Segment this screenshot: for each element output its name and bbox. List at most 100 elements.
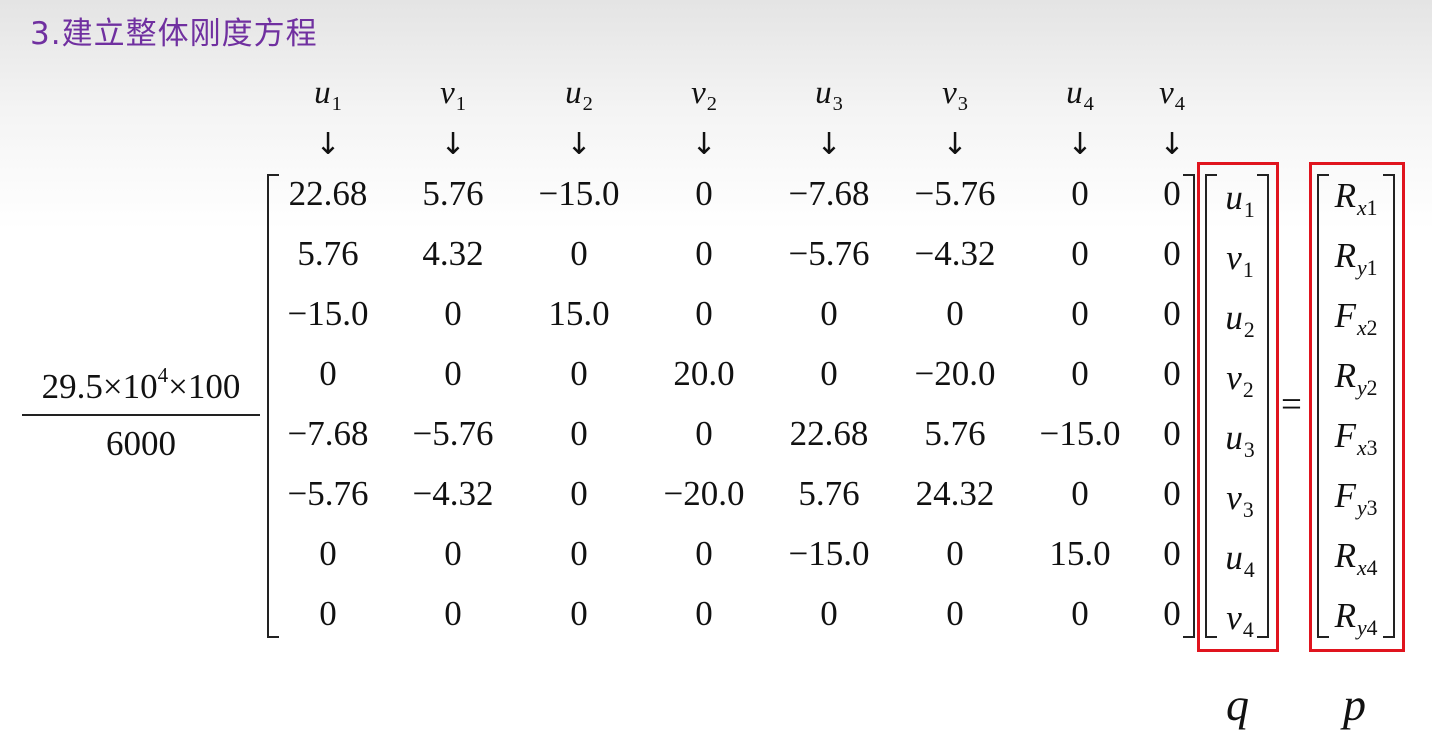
matrix-cell: 22.68 xyxy=(789,414,869,453)
p-subscript: y1 xyxy=(1357,256,1377,280)
matrix-cell: −15.0 xyxy=(538,174,620,213)
matrix-cell: 0 xyxy=(444,534,462,573)
header-variable: u xyxy=(314,75,331,111)
header-variable: v xyxy=(440,75,455,111)
p-subscript: x1 xyxy=(1357,196,1377,220)
matrix-cell: 0 xyxy=(1163,234,1181,273)
p-subscript-node: 4 xyxy=(1366,555,1378,580)
q-variable: v xyxy=(1226,598,1242,637)
numerator-mantissa: 29.5×10 xyxy=(41,366,158,406)
q-entry: v1 xyxy=(1200,238,1280,290)
header-subscript: 2 xyxy=(582,93,593,116)
matrix-cell: 0 xyxy=(820,294,838,333)
p-entry: Rx4 xyxy=(1316,536,1396,588)
matrix-cell: −20.0 xyxy=(663,474,745,513)
p-label: p xyxy=(1343,679,1366,730)
p-subscript-axis: y xyxy=(1356,255,1367,280)
matrix-cell: 0 xyxy=(946,534,964,573)
p-entry: Ry2 xyxy=(1316,356,1396,408)
q-subscript: 1 xyxy=(1243,197,1255,222)
down-arrow-icon: ↓ xyxy=(1159,127,1185,163)
q-variable: u xyxy=(1225,178,1243,217)
matrix-cell: 0 xyxy=(570,414,588,453)
matrix-cell: 0 xyxy=(1163,594,1181,633)
matrix-cell: 0 xyxy=(695,294,713,333)
matrix-cell: 15.0 xyxy=(548,294,610,333)
matrix-cell: 5.76 xyxy=(422,174,484,213)
p-subscript-node: 3 xyxy=(1366,435,1378,460)
q-entry: u4 xyxy=(1200,538,1280,590)
p-right-bracket xyxy=(1383,174,1395,638)
matrix-cell: −7.68 xyxy=(287,414,369,453)
matrix-cell: 15.0 xyxy=(1049,534,1111,573)
matrix-cell: 0 xyxy=(1071,234,1089,273)
p-variable: R xyxy=(1334,536,1356,575)
q-subscript: 4 xyxy=(1243,557,1255,582)
matrix-cell: 0 xyxy=(695,234,713,273)
q-entry: v3 xyxy=(1200,478,1280,530)
q-variable: v xyxy=(1226,238,1242,277)
matrix-cell: 0 xyxy=(1163,354,1181,393)
matrix-cell: 0 xyxy=(444,294,462,333)
p-variable: R xyxy=(1334,236,1356,275)
p-subscript-axis: x xyxy=(1356,555,1367,580)
p-entry: Ry4 xyxy=(1316,596,1396,648)
column-header-6: v3 ↓ xyxy=(920,74,990,165)
matrix-cell: 0 xyxy=(319,534,337,573)
q-entry: u2 xyxy=(1200,298,1280,350)
header-subscript: 2 xyxy=(706,93,717,116)
down-arrow-icon: ↓ xyxy=(1067,127,1093,163)
matrix-cell: −20.0 xyxy=(914,354,996,393)
matrix-cell: 0 xyxy=(1071,294,1089,333)
matrix-cell: 0 xyxy=(444,594,462,633)
matrix-cell: 0 xyxy=(1163,174,1181,213)
matrix-cell: 0 xyxy=(1071,174,1089,213)
fraction-numerator: 29.5×104×100 xyxy=(22,352,260,410)
down-arrow-icon: ↓ xyxy=(942,127,968,163)
p-subscript-node: 3 xyxy=(1366,495,1378,520)
q-entry: u3 xyxy=(1200,418,1280,470)
down-arrow-icon: ↓ xyxy=(816,127,842,163)
matrix-cell: 0 xyxy=(695,534,713,573)
header-subscript: 3 xyxy=(832,93,843,116)
matrix-cell: −5.76 xyxy=(788,234,870,273)
header-variable: u xyxy=(1066,75,1083,111)
matrix-cell: 0 xyxy=(820,354,838,393)
matrix-cell: 5.76 xyxy=(297,234,359,273)
q-subscript: 4 xyxy=(1242,617,1254,642)
q-variable: v xyxy=(1226,358,1242,397)
p-subscript-axis: y xyxy=(1356,495,1367,520)
matrix-cell: 0 xyxy=(695,594,713,633)
matrix-cell: 0 xyxy=(1071,474,1089,513)
p-entry: Rx1 xyxy=(1316,176,1396,228)
q-entry: u1 xyxy=(1200,178,1280,230)
p-entry: Fy3 xyxy=(1316,476,1396,528)
matrix-cell: −15.0 xyxy=(788,534,870,573)
q-right-bracket xyxy=(1257,174,1269,638)
p-entry: Fx3 xyxy=(1316,416,1396,468)
p-vector-highlight xyxy=(1309,162,1405,652)
header-variable: u xyxy=(565,75,582,111)
numerator-exponent: 4 xyxy=(157,363,169,387)
column-header-1: u1 ↓ xyxy=(293,74,363,165)
p-subscript-node: 2 xyxy=(1366,315,1378,340)
p-subscript: x4 xyxy=(1357,556,1377,580)
p-subscript-axis: x xyxy=(1356,195,1367,220)
down-arrow-icon: ↓ xyxy=(315,127,341,163)
matrix-cell: 0 xyxy=(946,594,964,633)
matrix-cell: 20.0 xyxy=(673,354,735,393)
column-header-2: v1 ↓ xyxy=(418,74,488,165)
q-variable: v xyxy=(1226,478,1242,517)
p-subscript-axis: x xyxy=(1356,435,1367,460)
q-subscript: 2 xyxy=(1242,377,1254,402)
column-header-5: u3 ↓ xyxy=(794,74,864,165)
matrix-cell: 0 xyxy=(695,174,713,213)
matrix-cell: −4.32 xyxy=(412,474,494,513)
matrix-cell: 0 xyxy=(1163,534,1181,573)
matrix-cell: 0 xyxy=(946,294,964,333)
matrix-cell: 0 xyxy=(319,594,337,633)
q-entry: v2 xyxy=(1200,358,1280,410)
header-subscript: 3 xyxy=(957,93,968,116)
matrix-cell: 0 xyxy=(1163,294,1181,333)
p-subscript: y2 xyxy=(1357,376,1377,400)
